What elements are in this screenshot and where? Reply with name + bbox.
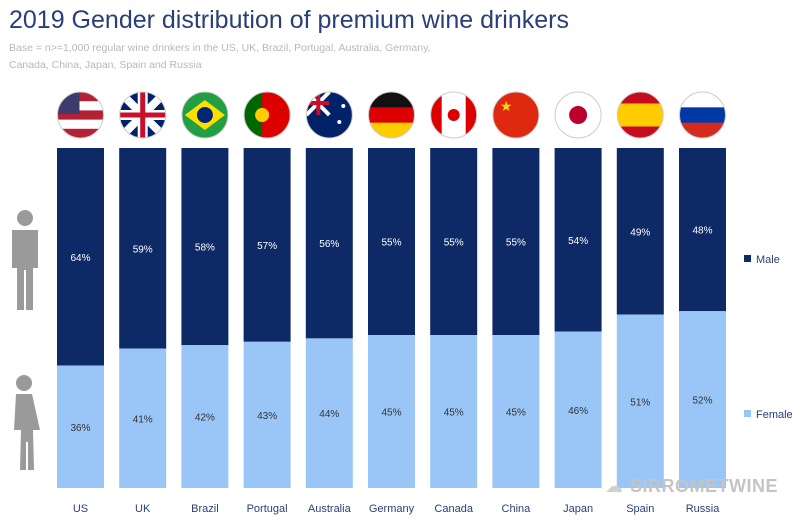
- label-female-Brazil: 42%: [195, 413, 215, 424]
- bar-female-Brazil: [181, 345, 229, 488]
- bar-female-Russia: [679, 311, 726, 488]
- flag-icon-Portugal: [243, 91, 291, 139]
- bar-male-Portugal: [243, 148, 291, 342]
- bar-female-Germany: [368, 335, 415, 488]
- male-person-icon: [12, 210, 38, 310]
- label-male-Brazil: 58%: [195, 243, 215, 254]
- label-male-Canada: 55%: [444, 238, 464, 249]
- svg-text:★: ★: [500, 98, 513, 114]
- label-male-Russia: 48%: [692, 226, 712, 237]
- bar-male-US: [57, 148, 104, 366]
- bar-female-Australia: [305, 338, 353, 488]
- label-female-Portugal: 43%: [257, 411, 277, 422]
- legend-label-female: Female: [756, 409, 793, 421]
- x-tick-label: Australia: [308, 503, 352, 515]
- bar-male-China: [492, 148, 540, 335]
- label-male-Australia: 56%: [319, 239, 339, 250]
- label-male-Japan: 54%: [568, 236, 588, 247]
- label-female-Canada: 45%: [444, 408, 464, 419]
- label-female-China: 45%: [506, 408, 526, 419]
- flag-icon-China: ★: [492, 91, 540, 139]
- x-tick-label: UK: [135, 503, 151, 515]
- bar-male-Japan: [554, 148, 602, 332]
- bar-female-Japan: [554, 331, 602, 488]
- label-male-Germany: 55%: [381, 238, 401, 249]
- bar-male-UK: [119, 148, 167, 349]
- flag-icon-Spain: [616, 91, 664, 139]
- flag-icon-Australia: [305, 91, 353, 139]
- bar-male-Canada: [430, 148, 478, 335]
- label-female-Russia: 52%: [692, 396, 712, 407]
- x-tick-label: Japan: [563, 503, 593, 515]
- watermark: SIRROMETWINE: [630, 476, 778, 496]
- flag-icon-Japan: [554, 91, 602, 139]
- label-male-US: 64%: [70, 253, 90, 264]
- flag-icon-Russia: [679, 91, 726, 139]
- label-male-Spain: 49%: [630, 227, 650, 238]
- label-male-China: 55%: [506, 238, 526, 249]
- label-female-US: 36%: [70, 423, 90, 434]
- x-tick-label: China: [502, 503, 532, 515]
- bar-male-Russia: [679, 148, 726, 312]
- bar-male-Brazil: [181, 148, 229, 346]
- x-tick-label: US: [73, 503, 88, 515]
- label-female-Germany: 45%: [381, 408, 401, 419]
- x-tick-label: Portugal: [247, 503, 288, 515]
- bar-female-Canada: [430, 335, 478, 488]
- bar-male-Spain: [616, 148, 664, 315]
- female-person-icon: [14, 375, 40, 470]
- flag-icon-Germany: [368, 91, 415, 139]
- bar-female-UK: [119, 348, 167, 488]
- bar-female-Spain: [616, 314, 664, 488]
- label-female-Japan: 46%: [568, 406, 588, 417]
- flag-icon-Canada: [430, 91, 478, 139]
- bar-female-Portugal: [243, 341, 291, 488]
- x-tick-label: Canada: [434, 503, 473, 515]
- chart-subtitle: Base = n>=1,000 regular wine drinkers in…: [9, 42, 431, 71]
- bar-female-US: [57, 365, 104, 488]
- bar-female-China: [492, 335, 540, 488]
- flag-icon-US: [57, 91, 104, 139]
- x-tick-label: Brazil: [191, 503, 219, 515]
- label-female-Spain: 51%: [630, 397, 650, 408]
- chart-title: 2019 Gender distribution of premium wine…: [9, 6, 569, 34]
- wechat-icon: ☁: [605, 476, 623, 496]
- legend-swatch-female: [744, 410, 751, 417]
- label-male-Portugal: 57%: [257, 241, 277, 252]
- bar-male-Australia: [305, 148, 353, 339]
- label-female-Australia: 44%: [319, 409, 339, 420]
- bar-male-Germany: [368, 148, 415, 335]
- flag-icon-Brazil: [181, 91, 229, 139]
- legend-label-male: Male: [756, 254, 780, 266]
- label-female-UK: 41%: [133, 414, 153, 425]
- x-tick-label: Spain: [626, 503, 654, 515]
- legend-swatch-male: [744, 255, 751, 262]
- flag-icon-UK: [119, 91, 167, 139]
- x-tick-label: Germany: [369, 503, 415, 515]
- label-male-UK: 59%: [133, 244, 153, 255]
- x-tick-label: Russia: [686, 503, 721, 515]
